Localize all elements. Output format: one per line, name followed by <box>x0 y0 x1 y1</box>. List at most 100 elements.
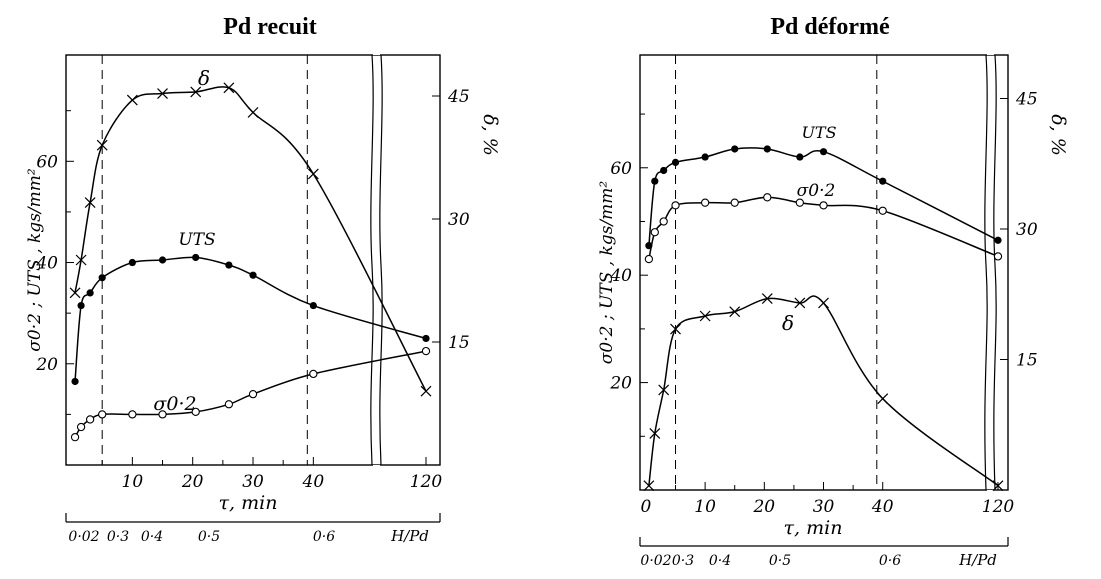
y-right-tick-label: 30 <box>1016 220 1038 240</box>
data-point-cross <box>75 254 87 266</box>
data-point-open <box>85 415 95 424</box>
y-right-tick-label: 15 <box>448 333 470 353</box>
data-point-open <box>421 346 431 356</box>
plot-frame <box>65 54 441 466</box>
data-point-cross <box>761 293 773 305</box>
data-point-filled <box>422 334 430 343</box>
curve-label: UTS <box>801 123 836 142</box>
x-tick-label: 10 <box>122 472 144 492</box>
data-point-filled <box>71 377 79 386</box>
axis-break-line <box>984 54 988 491</box>
data-point-cross <box>96 139 108 151</box>
data-point-cross <box>307 168 319 180</box>
secondary-tick-label: 0·4 <box>141 529 163 545</box>
data-point-filled <box>994 236 1002 244</box>
y-right-tick-label: 45 <box>1015 90 1038 110</box>
secondary-tick-label: 0·6 <box>879 553 901 569</box>
data-point-open <box>671 201 680 210</box>
data-point-open <box>248 389 258 399</box>
data-point-cross <box>223 82 235 94</box>
data-point-open <box>644 254 654 264</box>
y-left-tick-label: 60 <box>610 159 632 179</box>
secondary-axis-label: H/Pd <box>390 527 429 545</box>
chart-title: Pd recuit <box>223 14 317 40</box>
y-right-tick-label: 45 <box>447 87 470 107</box>
data-point-cross <box>729 306 741 318</box>
curve-label: δ <box>782 311 794 335</box>
axis-break-line <box>370 54 374 466</box>
data-point-open <box>993 252 1003 261</box>
data-point-open <box>191 407 200 417</box>
secondary-tick-label: 0·4 <box>709 553 731 569</box>
data-point-filled <box>651 177 659 185</box>
data-point-open <box>659 217 668 226</box>
chart-svg-right: 0 10 20 30 40 120 τ, min 20 40 60 15 30 45 σ0·2 ; UTS… <box>597 51 1069 569</box>
secondary-tick-label: 0·02 <box>68 529 99 545</box>
x-tick-label: 120 <box>982 497 1015 517</box>
chart-title: Pd déformé <box>770 14 890 40</box>
data-point-open <box>650 228 659 237</box>
data-point-open <box>700 198 710 207</box>
data-point-cross <box>84 197 96 209</box>
y-left-tick-label: 40 <box>609 266 632 286</box>
data-point-cross <box>247 106 259 118</box>
chart-panel-right: Pd déformé 0 10 20 30 40 120 τ, min 20 40 60 15 30 4… <box>560 0 1100 579</box>
x-tick-label: 120 <box>410 472 443 492</box>
data-point-open <box>76 422 86 432</box>
data-point-cross <box>643 480 655 492</box>
secondary-tick-label: 0·02 <box>640 553 671 569</box>
series-line <box>74 86 427 392</box>
data-point-open <box>158 410 167 419</box>
data-point-filled <box>819 148 828 156</box>
data-point-filled <box>731 145 739 153</box>
x-tick-label: 30 <box>242 472 264 492</box>
axis-break-gap <box>987 490 994 494</box>
data-point-filled <box>77 301 85 310</box>
x-tick-label: 30 <box>813 497 835 517</box>
data-point-open <box>795 198 804 207</box>
axis-break-line <box>993 54 997 491</box>
data-point-open <box>819 201 828 210</box>
x-axis-label: τ, min <box>784 517 843 539</box>
y-right-tick-label: 30 <box>448 210 470 230</box>
data-point-open <box>98 410 107 419</box>
data-point-filled <box>701 153 709 161</box>
data-point-cross <box>818 297 829 309</box>
data-point-filled <box>98 274 106 282</box>
axis-break-gap <box>373 465 380 469</box>
axis-break-gap <box>987 51 994 55</box>
data-point-open <box>763 193 772 202</box>
data-point-filled <box>249 271 257 279</box>
y-left-tick-label: 20 <box>35 355 58 375</box>
curve-label: UTS <box>178 230 215 250</box>
data-point-open <box>878 206 887 215</box>
data-point-cross <box>157 88 168 99</box>
y-right-axis-label: δ, % <box>479 114 501 156</box>
data-point-filled <box>86 289 94 297</box>
data-point-filled <box>158 256 167 264</box>
y-left-tick-label: 60 <box>36 152 58 172</box>
data-point-filled <box>879 177 887 185</box>
secondary-tick-label: 0·5 <box>198 529 220 545</box>
data-point-open <box>309 369 318 379</box>
y-right-tick-label: 15 <box>1016 351 1038 371</box>
x-tick-label: 10 <box>694 497 716 517</box>
data-point-cross <box>670 323 681 335</box>
secondary-axis-label: H/Pd <box>958 551 997 569</box>
data-point-filled <box>128 258 136 267</box>
series-line <box>648 295 999 487</box>
data-point-cross <box>190 86 202 98</box>
x-tick-label: 20 <box>752 497 775 517</box>
data-point-filled <box>660 166 668 175</box>
data-point-cross <box>794 297 806 309</box>
y-left-tick-label: 40 <box>35 254 58 274</box>
curve-label: σ0·2 <box>153 393 196 415</box>
chart-svg-left: 10 20 30 40 120 τ, min 20 40 60 15 30 45 σ0·2 ; UTS … <box>25 51 501 545</box>
axis-break-line <box>379 54 383 466</box>
data-point-open <box>70 433 80 442</box>
data-point-filled <box>225 261 233 269</box>
data-point-open <box>128 410 137 419</box>
data-point-cross <box>649 428 661 439</box>
secondary-tick-label: 0·3 <box>107 529 129 545</box>
data-point-cross <box>69 287 81 299</box>
